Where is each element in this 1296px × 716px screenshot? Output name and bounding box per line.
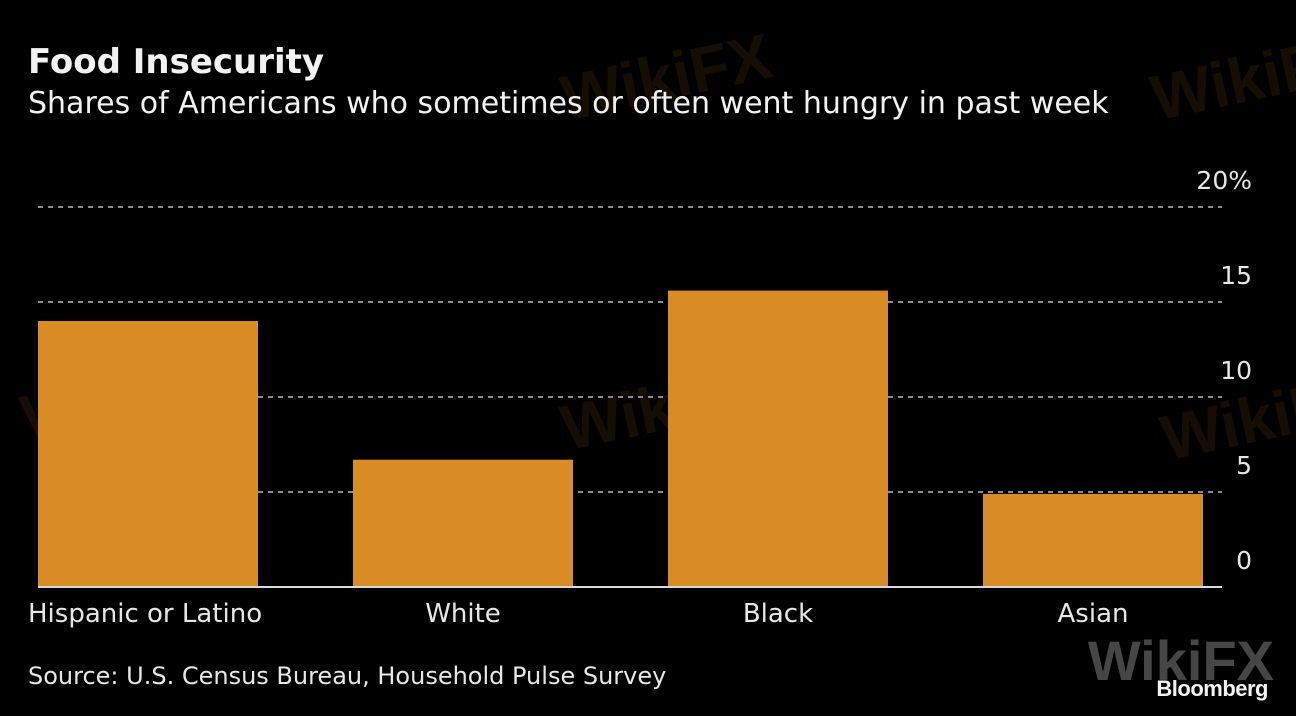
x-tick-label: Hispanic or Latino [28,599,262,629]
bars [38,290,1203,587]
chart-title: Food Insecurity [28,42,325,82]
bar [668,290,888,587]
y-tick-label: 20% [1196,166,1252,195]
watermark-logo: WikiFX [1087,629,1274,692]
y-tick-label: 5 [1236,451,1252,480]
source-note: Source: U.S. Census Bureau, Household Pu… [28,662,667,690]
x-tick-label: White [425,599,501,629]
y-tick-label: 15 [1220,261,1252,290]
gridlines [38,206,1222,493]
bloomberg-logo: Bloomberg [1156,676,1268,701]
y-axis-ticks: 0 5 10 15 20% [1196,166,1252,575]
x-tick-label: Asian [1058,599,1129,629]
y-tick-label: 10 [1220,356,1252,385]
x-tick-label: Black [743,599,813,629]
bar [983,493,1203,587]
y-tick-label: 0 [1236,546,1252,575]
chart-subtitle: Shares of Americans who sometimes or oft… [28,86,1109,121]
bar [38,321,258,587]
x-axis-labels: Hispanic or Latino White Black Asian [28,599,1128,629]
bar [353,459,573,587]
